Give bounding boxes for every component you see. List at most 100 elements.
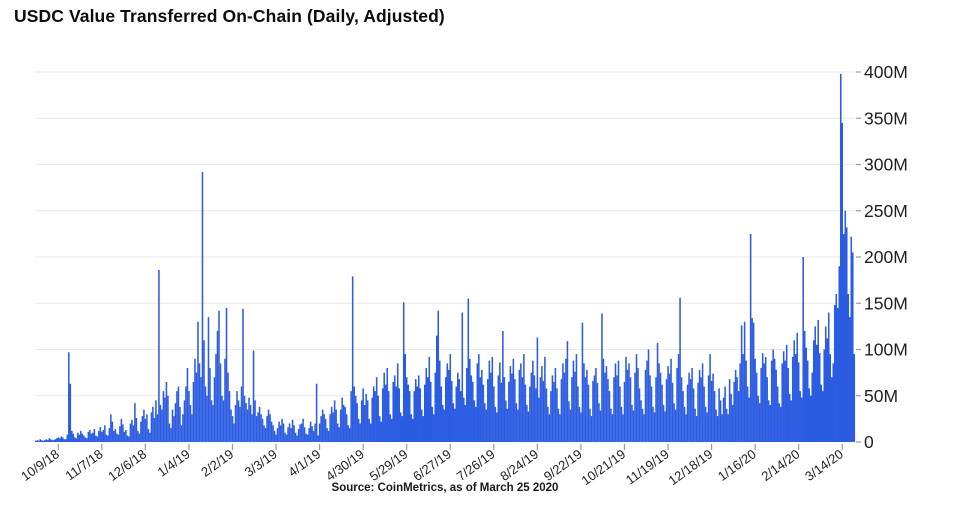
y-tick-label: 300M	[864, 155, 908, 175]
bar	[299, 424, 301, 442]
bar	[50, 439, 52, 443]
y-tick-label: 100M	[864, 340, 908, 360]
bar	[66, 434, 69, 442]
bar	[206, 395, 208, 442]
bar	[464, 405, 467, 442]
bar	[733, 381, 735, 443]
bar	[640, 400, 642, 443]
bar	[662, 405, 665, 442]
bar	[170, 428, 172, 443]
bar	[116, 433, 118, 443]
bar	[852, 252, 854, 443]
bar	[279, 425, 282, 442]
bar	[524, 384, 527, 442]
bar	[383, 372, 385, 443]
bar	[598, 403, 600, 442]
bar	[156, 414, 159, 442]
bar	[541, 366, 543, 442]
x-tick-label: 3/3/19	[242, 446, 280, 479]
bar	[209, 368, 211, 442]
bar	[460, 391, 462, 443]
bar	[445, 377, 447, 442]
bar	[89, 429, 91, 443]
bar	[806, 360, 809, 442]
bar	[484, 403, 486, 442]
bar	[638, 388, 641, 442]
bar	[212, 405, 214, 442]
bar	[300, 423, 303, 442]
bar	[614, 363, 617, 443]
bar	[535, 388, 537, 442]
bar	[602, 358, 605, 442]
bar	[363, 405, 366, 442]
bar	[413, 391, 416, 443]
bar	[647, 349, 650, 442]
bar	[258, 406, 261, 442]
bar	[42, 440, 45, 442]
bar	[326, 428, 328, 443]
x-tick-label: 10/9/18	[18, 446, 62, 484]
bar	[482, 384, 485, 442]
bar	[317, 435, 319, 442]
bar	[835, 294, 838, 442]
bar	[158, 269, 160, 442]
bar	[488, 360, 491, 442]
bar	[592, 380, 594, 442]
bar	[593, 375, 596, 442]
bar	[224, 358, 226, 442]
bar	[563, 372, 566, 443]
bar	[228, 391, 231, 443]
bar	[800, 397, 803, 442]
bar	[796, 332, 798, 442]
bar	[521, 377, 524, 442]
bar	[291, 419, 294, 442]
bar	[381, 388, 384, 442]
y-tick-label: 400M	[864, 62, 908, 82]
bar	[553, 381, 555, 443]
bar	[568, 401, 570, 442]
bar	[65, 439, 67, 443]
bar	[527, 411, 530, 443]
bar	[47, 440, 49, 442]
bar	[805, 347, 807, 442]
bar	[384, 384, 387, 442]
gridlines	[35, 71, 855, 397]
bar	[746, 386, 749, 442]
bar	[234, 405, 237, 442]
bar	[610, 408, 612, 442]
bar	[140, 421, 142, 442]
bar	[629, 377, 632, 442]
bar	[787, 368, 789, 442]
bar	[122, 424, 124, 442]
bar	[709, 354, 711, 443]
bar	[665, 379, 668, 442]
bar	[282, 423, 285, 442]
bar	[254, 400, 256, 443]
bar	[398, 388, 400, 442]
bar	[38, 440, 40, 442]
x-tick-label: 9/22/19	[541, 446, 585, 484]
bar	[252, 350, 255, 443]
bar	[308, 428, 310, 443]
bar	[275, 434, 277, 442]
bar	[285, 434, 288, 442]
bar	[138, 433, 141, 443]
bar	[641, 408, 644, 442]
bar	[399, 412, 402, 442]
bar	[131, 419, 133, 442]
bar	[836, 307, 839, 443]
bar	[113, 430, 115, 442]
bar	[767, 400, 770, 443]
bar	[728, 379, 731, 442]
bar	[306, 434, 309, 442]
bar	[362, 388, 364, 442]
bar	[532, 360, 534, 442]
bar	[270, 421, 273, 442]
bar	[99, 427, 102, 442]
bar	[321, 409, 324, 443]
bar	[186, 368, 189, 442]
bar	[826, 338, 829, 442]
bar	[634, 372, 636, 443]
bar	[425, 368, 428, 442]
bar	[377, 395, 379, 442]
